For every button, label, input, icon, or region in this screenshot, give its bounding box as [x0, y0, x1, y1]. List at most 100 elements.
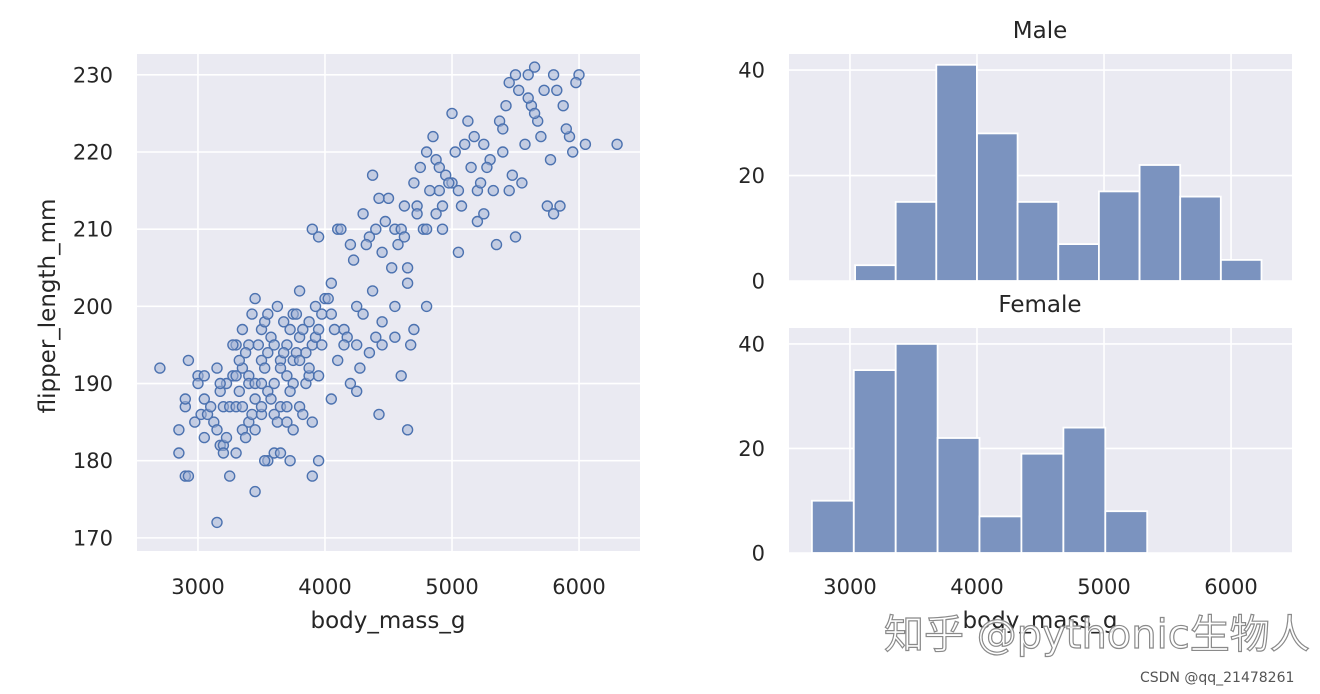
scatter-panel: 3000 4000 5000 6000 170 180 190 200 210 220 230 b… — [35, 54, 640, 634]
scatter-point — [506, 169, 518, 181]
female-panel-title: Female — [998, 292, 1081, 318]
female-y-tick-labels: 0 20 40 — [738, 332, 765, 565]
scatter-point — [611, 138, 623, 151]
scatter-point — [351, 300, 363, 313]
scatter-point — [239, 431, 252, 444]
scatter-point — [303, 316, 315, 328]
scatter-point — [303, 362, 315, 374]
scatter-point — [420, 146, 433, 158]
scatter-point — [351, 385, 363, 397]
scatter-point — [401, 262, 414, 274]
scatter-point — [370, 331, 382, 343]
scatter-point — [347, 254, 360, 266]
scatter-point — [478, 138, 490, 151]
hist-y-tick-label: 0 — [752, 542, 765, 566]
scatter-point — [474, 177, 487, 189]
hist-y-tick-label: 0 — [752, 270, 765, 294]
watermark-zhihu: 知乎 @pythonic生物人 — [884, 612, 1310, 658]
scatter-point — [249, 292, 261, 305]
histogram-bar — [976, 132, 1019, 282]
scatter-point — [535, 130, 547, 143]
scatter-point — [211, 424, 223, 436]
scatter-point — [287, 424, 299, 436]
scatter-x-tick-label: 3000 — [171, 575, 224, 599]
scatter-point — [487, 184, 499, 197]
scatter-point — [255, 401, 268, 413]
scatter-point — [192, 377, 204, 390]
scatter-point — [309, 300, 322, 313]
scatter-point — [478, 208, 490, 220]
scatter-point — [325, 308, 337, 320]
scatter-point — [363, 347, 376, 359]
scatter-point — [252, 339, 264, 351]
hist-x-tick-label: 3000 — [823, 575, 876, 599]
scatter-point — [281, 416, 293, 428]
histogram-bar — [1062, 426, 1107, 554]
scatter-point — [462, 115, 474, 127]
scatter-point — [436, 200, 449, 212]
scatter-point — [455, 200, 468, 212]
scatter-point — [560, 123, 572, 135]
scatter-point — [335, 223, 347, 235]
female-bars — [811, 342, 1149, 554]
scatter-x-tick-label: 4000 — [298, 575, 351, 599]
scatter-point — [220, 431, 233, 444]
scatter-point — [497, 146, 509, 158]
scatter-point — [211, 516, 223, 529]
scatter-point — [408, 323, 420, 336]
scatter-point — [522, 92, 534, 104]
scatter-point — [278, 347, 290, 359]
hist-y-tick-label: 40 — [738, 332, 765, 356]
scatter-point — [233, 354, 246, 367]
scatter-point — [227, 339, 239, 351]
scatter-point — [503, 76, 515, 89]
scatter-point — [430, 208, 442, 220]
scatter-point — [436, 223, 449, 235]
scatter-x-tick-label: 5000 — [425, 575, 478, 599]
scatter-point — [459, 138, 471, 151]
scatter-y-tick-label: 180 — [73, 449, 113, 473]
scatter-point — [567, 146, 579, 158]
scatter-point — [452, 246, 465, 259]
hist-y-tick-label: 20 — [738, 164, 765, 188]
scatter-point — [332, 354, 344, 367]
hist-y-tick-label: 20 — [738, 437, 765, 461]
scatter-point — [259, 455, 271, 467]
scatter-point — [325, 393, 337, 405]
scatter-point — [398, 200, 411, 212]
male-bars — [854, 63, 1263, 282]
scatter-point — [271, 300, 284, 313]
histogram-bar — [1098, 190, 1141, 282]
female-x-tick-labels: 3000 4000 5000 6000 — [823, 575, 1258, 599]
scatter-point — [538, 84, 550, 97]
scatter-point — [509, 231, 522, 243]
scatter-point — [389, 331, 401, 343]
female-x-axis-label: body_mass_g — [963, 608, 1118, 634]
scatter-point — [249, 393, 261, 405]
histogram-bar — [1020, 452, 1065, 554]
scatter-point — [182, 470, 195, 482]
hist-x-tick-label: 6000 — [1204, 575, 1257, 599]
scatter-point — [325, 277, 337, 289]
scatter-point — [246, 408, 258, 421]
scatter-point — [290, 308, 303, 320]
histogram-bar — [1104, 510, 1149, 554]
scatter-point — [481, 161, 493, 174]
scatter-point — [408, 177, 420, 189]
scatter-point — [262, 347, 274, 359]
scatter-point — [401, 277, 414, 289]
scatter-point — [373, 192, 385, 205]
scatter-point — [401, 424, 414, 436]
scatter-point — [322, 292, 334, 305]
scatter-point — [236, 323, 249, 336]
scatter-point — [306, 416, 318, 428]
scatter-point — [513, 84, 525, 97]
scatter-point — [259, 362, 271, 374]
histogram-bar — [936, 437, 981, 554]
scatter-y-tick-label: 200 — [73, 295, 113, 319]
scatter-point — [452, 184, 465, 197]
scatter-point — [500, 99, 512, 112]
scatter-point — [173, 447, 185, 459]
scatter-point — [490, 238, 503, 251]
